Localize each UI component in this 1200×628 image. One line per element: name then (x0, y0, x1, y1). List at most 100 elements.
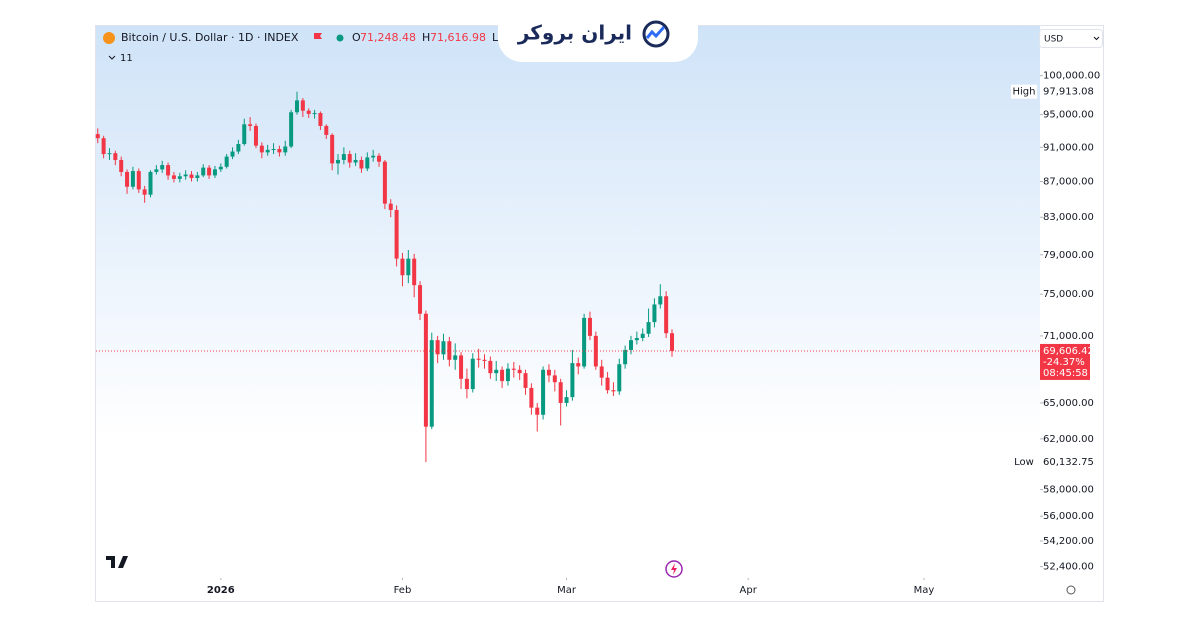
candle-body (201, 167, 206, 176)
candle-body (628, 340, 633, 350)
ohlc-value: 71,616.98 (430, 31, 486, 44)
low-label-value-box (1040, 455, 1090, 470)
currency-label[interactable]: USD (1044, 35, 1063, 45)
y-tick-label: 52,400.00 (1043, 562, 1094, 573)
candle-body (271, 149, 276, 151)
brand-name: ایران بروکر (517, 21, 632, 45)
candle-body (476, 358, 481, 360)
candle-body (177, 176, 182, 179)
candle-body (265, 149, 270, 153)
plot (95, 91, 1040, 463)
candle-body (634, 338, 639, 341)
chart-title: Bitcoin / U.S. Dollar · 1D · INDEX (121, 31, 299, 44)
candle-body (511, 368, 516, 370)
candle-body (587, 317, 592, 336)
candle-body (212, 169, 217, 176)
candle-body (189, 174, 194, 179)
candle-body (341, 154, 346, 160)
candle-body (464, 378, 469, 390)
high-label-text: High (1013, 87, 1036, 98)
candle-body (224, 156, 229, 167)
candle-body (166, 165, 171, 176)
candle-body (136, 171, 141, 190)
brand-arrow (645, 26, 666, 39)
candle-body (517, 369, 522, 374)
y-tick-label: 54,200.00 (1043, 536, 1094, 547)
candle-body (670, 333, 675, 351)
plot-background (96, 25, 1040, 577)
candle-body (605, 377, 610, 391)
high-label-value: 97,913.08 (1043, 87, 1094, 98)
candle-body (388, 203, 393, 210)
candle-body (236, 144, 241, 152)
settings-icon[interactable] (1066, 585, 1076, 595)
candle-body (119, 159, 124, 172)
y-tick-label: 95,000.00 (1043, 110, 1094, 121)
x-tick-label: 2026 (207, 585, 235, 596)
low-label-text: Low (1014, 457, 1034, 468)
candle-body (406, 258, 411, 276)
indicator-count[interactable]: 11 (120, 53, 133, 64)
y-tick-label: 65,000.00 (1043, 398, 1094, 409)
lightning-icon[interactable] (665, 560, 683, 578)
candle-body (435, 340, 440, 355)
candle-body (353, 159, 358, 163)
candle-body (142, 189, 147, 195)
y-tick-label: 62,000.00 (1043, 434, 1094, 445)
last-price-price: 69,606.42 (1043, 346, 1094, 357)
candle-body (593, 335, 598, 367)
candle-body (218, 166, 223, 170)
candle-body (306, 110, 311, 114)
candle-body (611, 390, 616, 392)
candle-body (336, 159, 341, 164)
candle-body (541, 369, 546, 415)
candle-body (283, 146, 288, 153)
candle-body (312, 113, 317, 115)
candle-body (95, 134, 100, 139)
candle-body (570, 363, 575, 398)
candle-body (658, 296, 663, 305)
currency-select[interactable] (1039, 29, 1103, 48)
bitcoin-icon (103, 32, 115, 44)
candle-body (558, 382, 563, 403)
flag-icon[interactable] (314, 33, 322, 39)
tradingview-logo (106, 556, 128, 568)
candle-body (101, 138, 106, 155)
candle-body (230, 151, 235, 157)
last-price-badge (1040, 343, 1090, 380)
candle-body (318, 113, 323, 126)
candle-body (400, 258, 405, 276)
candle-body (154, 169, 159, 172)
logo-pill (498, 0, 698, 62)
candle-body (459, 355, 464, 379)
y-tick-label: 83,000.00 (1043, 212, 1094, 223)
x-tick-label: Feb (394, 585, 412, 596)
ohlc-key: L (492, 31, 499, 44)
candle-body (125, 171, 130, 187)
candle-body (359, 159, 364, 169)
candle-body (599, 366, 604, 378)
y-tick-label: 100,000.00 (1043, 71, 1100, 82)
candle-body (330, 134, 335, 164)
y-tick-label: 91,000.00 (1043, 142, 1094, 153)
candle-body (447, 341, 452, 360)
candle-body (505, 368, 510, 382)
candle-body (248, 124, 253, 126)
candle-body (113, 153, 118, 160)
candle-body (171, 175, 176, 179)
candle-body (207, 167, 212, 176)
brand-icon (642, 20, 670, 48)
candle-body (324, 125, 329, 135)
last-price-countdown: 08:45:58 (1043, 368, 1088, 379)
candle-body (253, 125, 258, 146)
candle-body (289, 112, 294, 147)
collapse-icon[interactable] (108, 55, 116, 60)
high-label-value-box (1040, 84, 1090, 99)
candle-body (494, 369, 499, 374)
candle-body (564, 397, 569, 403)
candle-body (617, 364, 622, 392)
x-tick-label: Apr (740, 585, 758, 596)
ohlc-value: 71,248.48 (360, 31, 416, 44)
candle-body (646, 322, 651, 334)
candle-body (652, 304, 657, 323)
